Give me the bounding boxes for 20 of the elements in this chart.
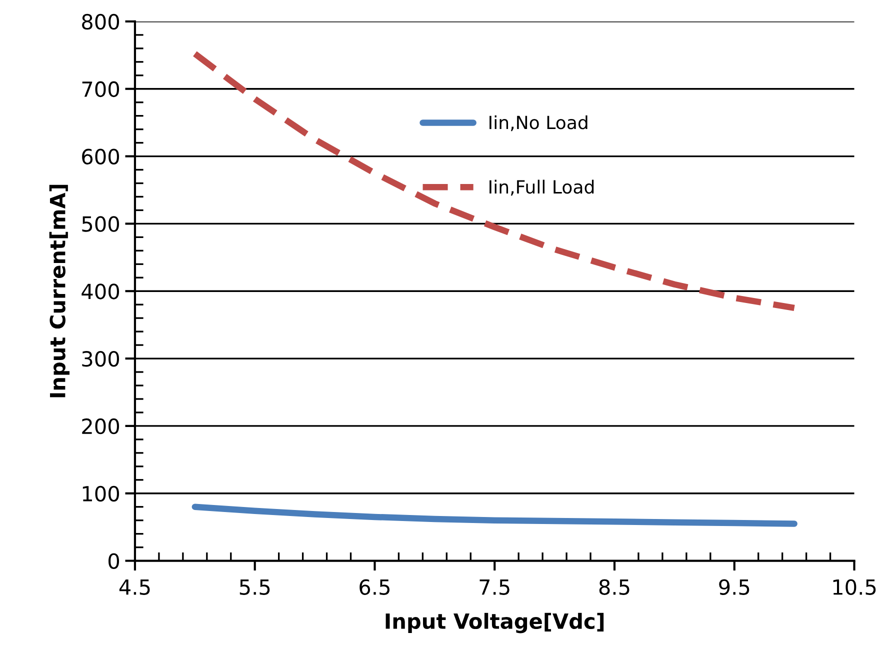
- y-tick-label: 500: [82, 216, 120, 232]
- x-tick-label: 8.5: [599, 579, 630, 595]
- x-axis-title: Input Voltage[Vdc]: [386, 612, 604, 634]
- legend-label: Iin,Full Load: [490, 180, 594, 196]
- y-tick-label: 700: [82, 81, 120, 98]
- y-tick-label: 800: [82, 14, 120, 30]
- y-tick-label: 600: [82, 148, 120, 164]
- y-axis-title: Input Current[mA]: [49, 184, 70, 398]
- y-tick-label: 400: [82, 284, 120, 300]
- x-tick-label: 6.5: [360, 579, 390, 595]
- y-tick-label: 200: [82, 418, 120, 434]
- x-tick-label: 5.5: [240, 579, 270, 595]
- x-tick-label: 4.5: [119, 579, 150, 595]
- y-tick-label: 0: [108, 553, 120, 569]
- x-tick-label: 7.5: [480, 579, 510, 595]
- y-tick-label: 300: [82, 350, 120, 367]
- x-tick-label: 9.5: [719, 579, 750, 595]
- y-tick-label: 100: [82, 486, 120, 502]
- x-tick-label: 10.5: [833, 579, 876, 595]
- legend-label: Iin,No Load: [490, 115, 588, 132]
